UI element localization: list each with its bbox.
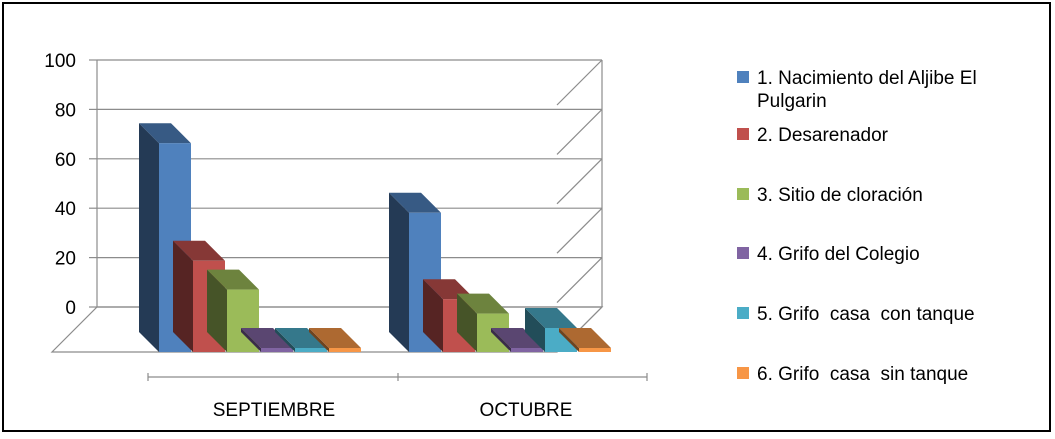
bar	[207, 269, 259, 352]
bar-side	[309, 328, 329, 352]
legend-label: 4. Grifo del Colegio	[757, 244, 920, 265]
bar-top	[309, 328, 361, 348]
bar-top	[559, 328, 611, 348]
bar-side	[423, 279, 443, 352]
bar-side	[207, 269, 227, 352]
legend-label: 6. Grifo casa sin tanque	[757, 364, 968, 385]
legend-swatch	[737, 367, 749, 379]
chart-svg: 0 20 40 60 80 100 SEPTIEMBRE OCTUBRE 1. Nacimi…	[44, 51, 977, 421]
x-tick-label: SEPTIEMBRE	[213, 400, 335, 421]
legend-item: 6. Grifo casa sin tanque	[737, 364, 968, 385]
gridlines	[89, 59, 648, 381]
legend-label: 3. Sitio de cloración	[757, 185, 923, 206]
y-axis-tick-labels: 0 20 40 60 80 100	[44, 51, 76, 319]
bar	[241, 328, 293, 352]
legend-label: 2. Desarenador	[757, 125, 889, 146]
bar-side	[389, 192, 409, 352]
legend-item: 3. Sitio de cloración	[737, 185, 923, 206]
bar-side	[457, 293, 477, 352]
bar-side	[491, 328, 511, 352]
chart-walls	[50, 60, 604, 353]
bar-top	[525, 308, 577, 328]
gridline-side	[556, 59, 603, 106]
bars	[139, 123, 611, 352]
gridline-side	[556, 158, 603, 205]
gridline-side	[556, 207, 603, 254]
bar-front	[295, 348, 327, 352]
chart-frame: 0 20 40 60 80 100 SEPTIEMBRE OCTUBRE 1. Nacimi…	[2, 2, 1051, 432]
legend-label: 1. Nacimiento del Aljibe El Pulgarin	[757, 68, 977, 112]
legend: 1. Nacimiento del Aljibe El Pulgarin 2. De…	[737, 68, 977, 385]
bar	[309, 328, 361, 352]
bar-side	[241, 328, 261, 352]
y-tick-label: 40	[55, 199, 76, 220]
legend-swatch	[737, 247, 749, 259]
bar-front	[329, 348, 361, 352]
legend-swatch	[737, 188, 749, 200]
bar-side	[173, 240, 193, 352]
bar	[491, 328, 543, 352]
y-tick-label: 100	[44, 51, 76, 72]
bar-side	[525, 308, 545, 352]
bar	[559, 328, 611, 352]
legend-item: 2. Desarenador	[737, 125, 889, 146]
bar-front	[261, 348, 293, 352]
bar-top	[389, 192, 441, 213]
bar-top	[275, 328, 327, 348]
bar-top	[491, 328, 543, 348]
y-tick-label: 60	[55, 150, 76, 171]
gridline-side	[556, 108, 603, 155]
legend-swatch	[737, 128, 749, 140]
x-axis-tick-labels: SEPTIEMBRE OCTUBRE	[213, 400, 573, 421]
y-tick-label: 80	[55, 100, 76, 121]
bar	[275, 328, 327, 352]
bar-side	[139, 123, 159, 352]
x-tick-label: OCTUBRE	[480, 400, 573, 421]
bar-front	[511, 348, 543, 352]
bar-side	[559, 328, 579, 352]
bar-top	[457, 293, 509, 314]
bar-top	[241, 328, 293, 348]
bar-top	[139, 123, 191, 144]
bar-front	[579, 348, 611, 352]
legend-item: 4. Grifo del Colegio	[737, 244, 920, 265]
bar-side	[275, 328, 295, 352]
bar-top	[207, 269, 259, 290]
legend-item: 5. Grifo casa con tanque	[737, 304, 975, 325]
legend-swatch	[737, 71, 749, 83]
y-tick-label: 0	[65, 298, 76, 319]
legend-item: 1. Nacimiento del Aljibe El Pulgarin	[737, 68, 977, 112]
gridline-side	[556, 257, 603, 304]
legend-label: 5. Grifo casa con tanque	[757, 304, 975, 325]
y-tick-label: 20	[55, 249, 76, 270]
bar-top	[173, 240, 225, 261]
legend-swatch	[737, 307, 749, 319]
